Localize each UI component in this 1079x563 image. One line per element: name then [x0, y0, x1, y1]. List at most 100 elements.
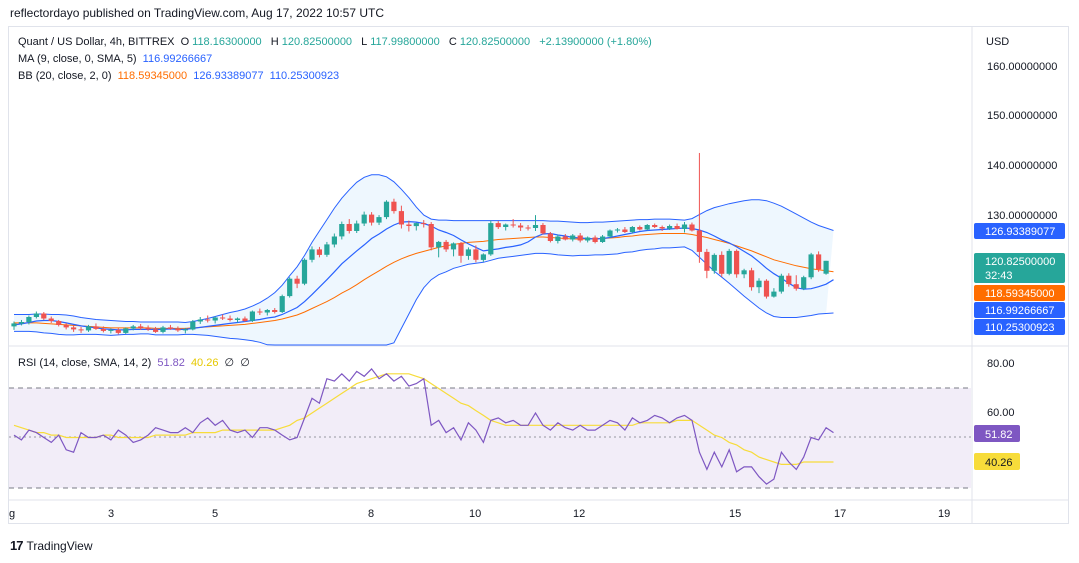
currency-label: USD [986, 36, 1009, 48]
ma-legend-value: 116.99266667 [142, 53, 213, 65]
candle-body [436, 241, 442, 248]
candle-body [309, 249, 315, 260]
candle [413, 222, 419, 231]
h-value: 120.82500000 [281, 36, 353, 48]
candle [197, 316, 203, 324]
candle-body [719, 254, 725, 274]
candle-body [391, 201, 397, 212]
candle [391, 198, 397, 214]
candle-body [771, 291, 777, 297]
candle-body [145, 327, 151, 330]
candle [480, 253, 486, 262]
candle [793, 275, 799, 291]
time-label-8: 8 [368, 508, 374, 520]
footer-brand[interactable]: 17 TradingView [10, 538, 93, 553]
svg-text:126.93389077: 126.93389077 [985, 226, 1055, 238]
candle-body [56, 321, 62, 325]
candle [696, 152, 702, 263]
candle [570, 233, 576, 242]
candle-body [808, 254, 814, 278]
candle-body [450, 243, 457, 250]
candle-body [443, 241, 449, 250]
candle [115, 327, 121, 335]
candle-body [428, 224, 434, 248]
candle-body [71, 327, 77, 330]
candle-body [242, 318, 248, 321]
candle [689, 222, 695, 232]
candles [11, 152, 829, 335]
candle-body [108, 329, 114, 331]
candle [726, 248, 732, 276]
candle-body [279, 296, 285, 312]
candle [555, 234, 561, 244]
svg-text:110.25300923: 110.25300923 [985, 322, 1055, 334]
candle [272, 308, 278, 314]
candle [316, 246, 322, 258]
price-tick-160: 160.00000000 [987, 61, 1057, 73]
candle-body [711, 254, 717, 271]
candle [93, 323, 99, 330]
candle [465, 247, 471, 260]
candle [205, 315, 211, 323]
symbol-legend: Quant / US Dollar, 4h, BITTREX O 118.1630… [18, 36, 655, 48]
candle [354, 220, 360, 233]
candle [808, 252, 814, 280]
l-value: 117.99800000 [370, 36, 440, 48]
ma-legend-label: MA (9, close, 0, SMA, 5) [18, 53, 137, 65]
tradingview-logo-icon: 17 [10, 538, 24, 553]
candle [294, 275, 300, 289]
time-label-10: 10 [469, 508, 481, 520]
candle-body [18, 322, 24, 324]
candle [78, 326, 84, 333]
candle-body [823, 260, 829, 274]
ohlc-open: O 118.16300000 [181, 36, 265, 48]
candle [749, 267, 755, 291]
candle [153, 326, 159, 333]
bb-basis-tag: 118.59345000 [974, 285, 1065, 301]
candle-body [406, 224, 412, 226]
candle [488, 220, 494, 256]
h-label: H [270, 36, 279, 48]
candle-body [421, 223, 427, 225]
price-tick-140: 140.00000000 [987, 160, 1057, 172]
candle-body [376, 217, 382, 223]
candle [786, 273, 792, 287]
candle [212, 316, 218, 324]
svg-text:118.59345000: 118.59345000 [985, 288, 1055, 300]
candle-body [138, 326, 144, 328]
svg-text:40.26: 40.26 [985, 457, 1013, 469]
candle-body [100, 328, 106, 331]
candle-body [272, 310, 278, 312]
bb-upper-tag: 126.93389077 [974, 223, 1065, 239]
candle [771, 288, 777, 298]
candle [227, 315, 233, 322]
ohlc-close: C 120.82500000 [449, 36, 533, 48]
candle-body [726, 250, 732, 274]
candle [637, 225, 643, 231]
candle [249, 310, 255, 322]
candle [56, 319, 62, 327]
candle-body [115, 329, 121, 333]
candle-body [741, 270, 747, 275]
candle [383, 200, 390, 220]
candle [659, 225, 665, 232]
rsi-lines [13, 367, 834, 485]
candle [547, 231, 553, 243]
candle [130, 324, 136, 331]
candle-body [182, 329, 188, 331]
candle-body [555, 236, 561, 241]
candle-body [786, 275, 792, 285]
candle [711, 253, 717, 274]
bollinger-bands [14, 174, 834, 346]
candle-body [652, 225, 658, 227]
candle [33, 311, 39, 319]
candle-body [383, 201, 390, 218]
time-label-17: 17 [834, 508, 846, 520]
candle [361, 211, 367, 227]
candle [756, 278, 762, 294]
candle-body [734, 250, 740, 275]
candle [71, 325, 77, 332]
candle [257, 308, 263, 315]
candle-body [354, 223, 360, 231]
